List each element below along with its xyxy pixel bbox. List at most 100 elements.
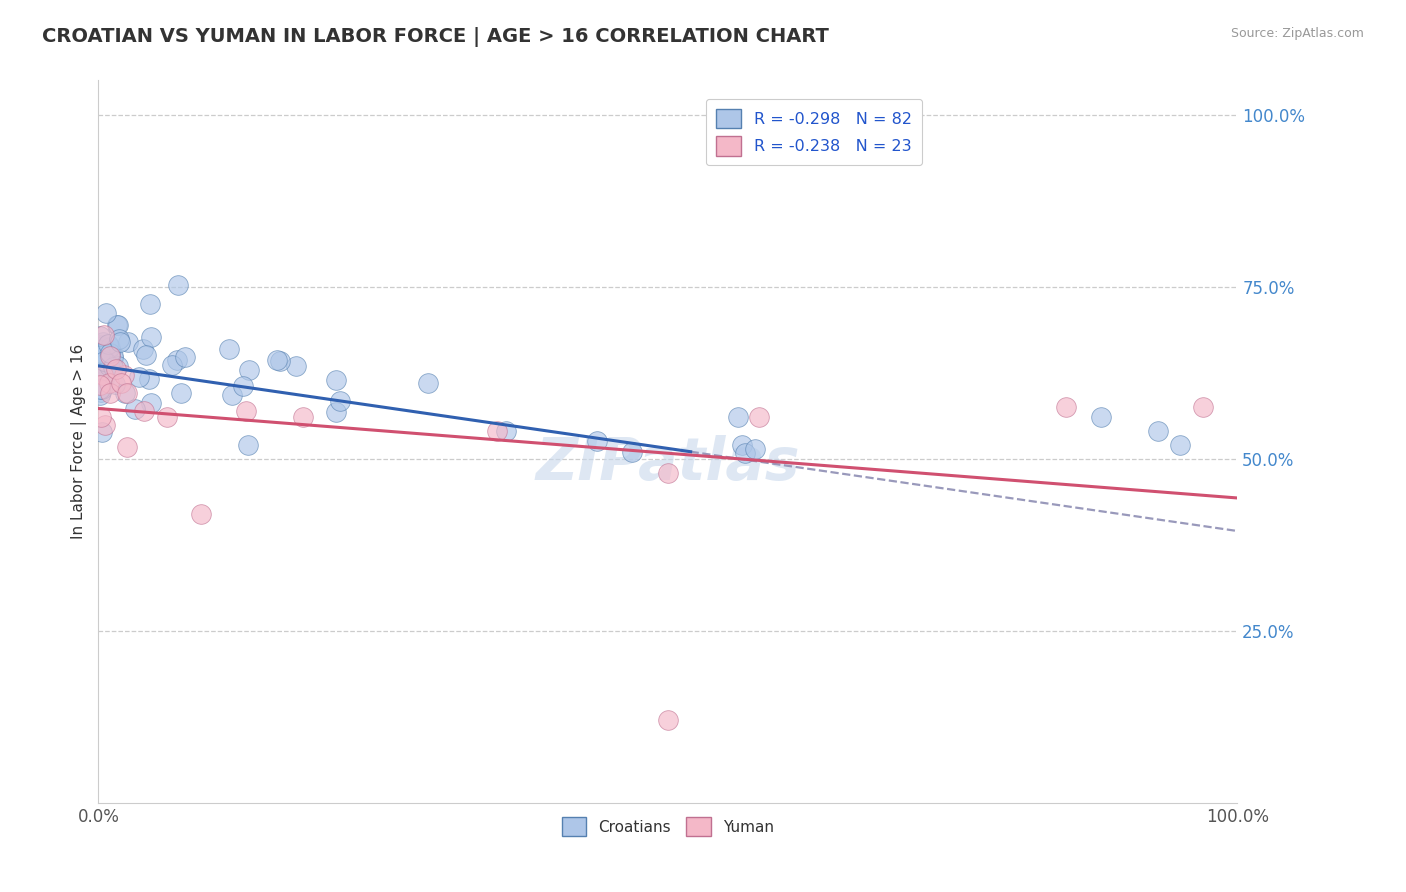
Point xyxy=(138,372,160,386)
Point xyxy=(115,440,138,454)
Point xyxy=(90,347,112,361)
Point xyxy=(117,335,139,350)
Point xyxy=(97,351,120,366)
Point xyxy=(89,343,111,357)
Text: CROATIAN VS YUMAN IN LABOR FORCE | AGE > 16 CORRELATION CHART: CROATIAN VS YUMAN IN LABOR FORCE | AGE >… xyxy=(42,27,830,46)
Point xyxy=(104,362,127,376)
Point xyxy=(156,410,179,425)
Point xyxy=(89,328,111,343)
Point xyxy=(97,351,120,366)
Point xyxy=(329,393,352,408)
Point xyxy=(112,368,135,382)
Point xyxy=(734,446,756,460)
Point xyxy=(93,354,115,368)
Point xyxy=(167,278,190,293)
Point xyxy=(90,382,112,396)
Point xyxy=(160,358,183,372)
Point xyxy=(89,377,111,392)
Point xyxy=(89,364,111,378)
Point xyxy=(89,338,111,352)
Text: ZIPatlas: ZIPatlas xyxy=(536,434,800,491)
Point xyxy=(292,410,315,425)
Point xyxy=(115,386,138,401)
Point xyxy=(89,371,111,385)
Point xyxy=(139,297,162,311)
Point xyxy=(101,351,124,366)
Point xyxy=(495,424,517,438)
Point xyxy=(94,305,117,319)
Point xyxy=(586,434,609,449)
Point xyxy=(1054,400,1078,414)
Point xyxy=(89,348,111,362)
Point xyxy=(96,350,118,364)
Point xyxy=(91,368,114,382)
Point xyxy=(269,354,291,368)
Point xyxy=(190,507,212,521)
Point xyxy=(89,388,111,402)
Point xyxy=(235,403,257,417)
Point xyxy=(104,376,127,391)
Point xyxy=(108,334,131,349)
Point xyxy=(285,359,308,373)
Point xyxy=(94,365,117,379)
Point xyxy=(89,375,111,389)
Point xyxy=(132,403,155,417)
Point xyxy=(731,438,754,452)
Y-axis label: In Labor Force | Age > 16: In Labor Force | Age > 16 xyxy=(72,344,87,539)
Point xyxy=(620,444,643,458)
Point xyxy=(89,359,111,374)
Point xyxy=(232,378,254,392)
Point xyxy=(418,376,440,391)
Point xyxy=(135,348,157,362)
Point xyxy=(266,352,288,367)
Point xyxy=(325,372,347,386)
Point xyxy=(657,466,679,480)
Point xyxy=(218,343,240,357)
Point xyxy=(114,386,136,401)
Point xyxy=(170,386,193,401)
Point xyxy=(90,410,112,425)
Point xyxy=(110,376,132,390)
Point xyxy=(139,395,162,409)
Point xyxy=(124,401,146,416)
Point xyxy=(486,424,509,438)
Point xyxy=(94,351,117,366)
Point xyxy=(1090,410,1112,425)
Point xyxy=(98,340,121,354)
Text: Source: ZipAtlas.com: Source: ZipAtlas.com xyxy=(1230,27,1364,40)
Point xyxy=(1146,424,1168,438)
Point xyxy=(89,345,111,359)
Point xyxy=(108,333,131,347)
Point xyxy=(90,385,112,400)
Point xyxy=(98,385,121,400)
Point xyxy=(97,337,120,351)
Point xyxy=(221,387,243,401)
Point xyxy=(90,370,112,384)
Point xyxy=(166,352,188,367)
Point xyxy=(107,359,129,373)
Point xyxy=(94,354,117,368)
Point xyxy=(94,417,117,432)
Point xyxy=(128,369,150,384)
Point xyxy=(89,361,111,376)
Point xyxy=(101,359,124,374)
Point xyxy=(132,343,155,357)
Point xyxy=(97,376,120,390)
Point xyxy=(107,318,129,333)
Point xyxy=(93,335,115,350)
Point xyxy=(174,350,197,364)
Point xyxy=(89,382,111,396)
Point xyxy=(105,318,128,332)
Point xyxy=(91,425,114,439)
Legend: Croatians, Yuman: Croatians, Yuman xyxy=(555,811,780,842)
Point xyxy=(89,351,111,365)
Point xyxy=(325,405,347,419)
Point xyxy=(97,359,120,373)
Point xyxy=(141,330,163,344)
Point xyxy=(93,378,115,392)
Point xyxy=(93,327,115,342)
Point xyxy=(94,355,117,369)
Point xyxy=(657,713,679,727)
Point xyxy=(744,442,766,456)
Point xyxy=(1170,438,1192,452)
